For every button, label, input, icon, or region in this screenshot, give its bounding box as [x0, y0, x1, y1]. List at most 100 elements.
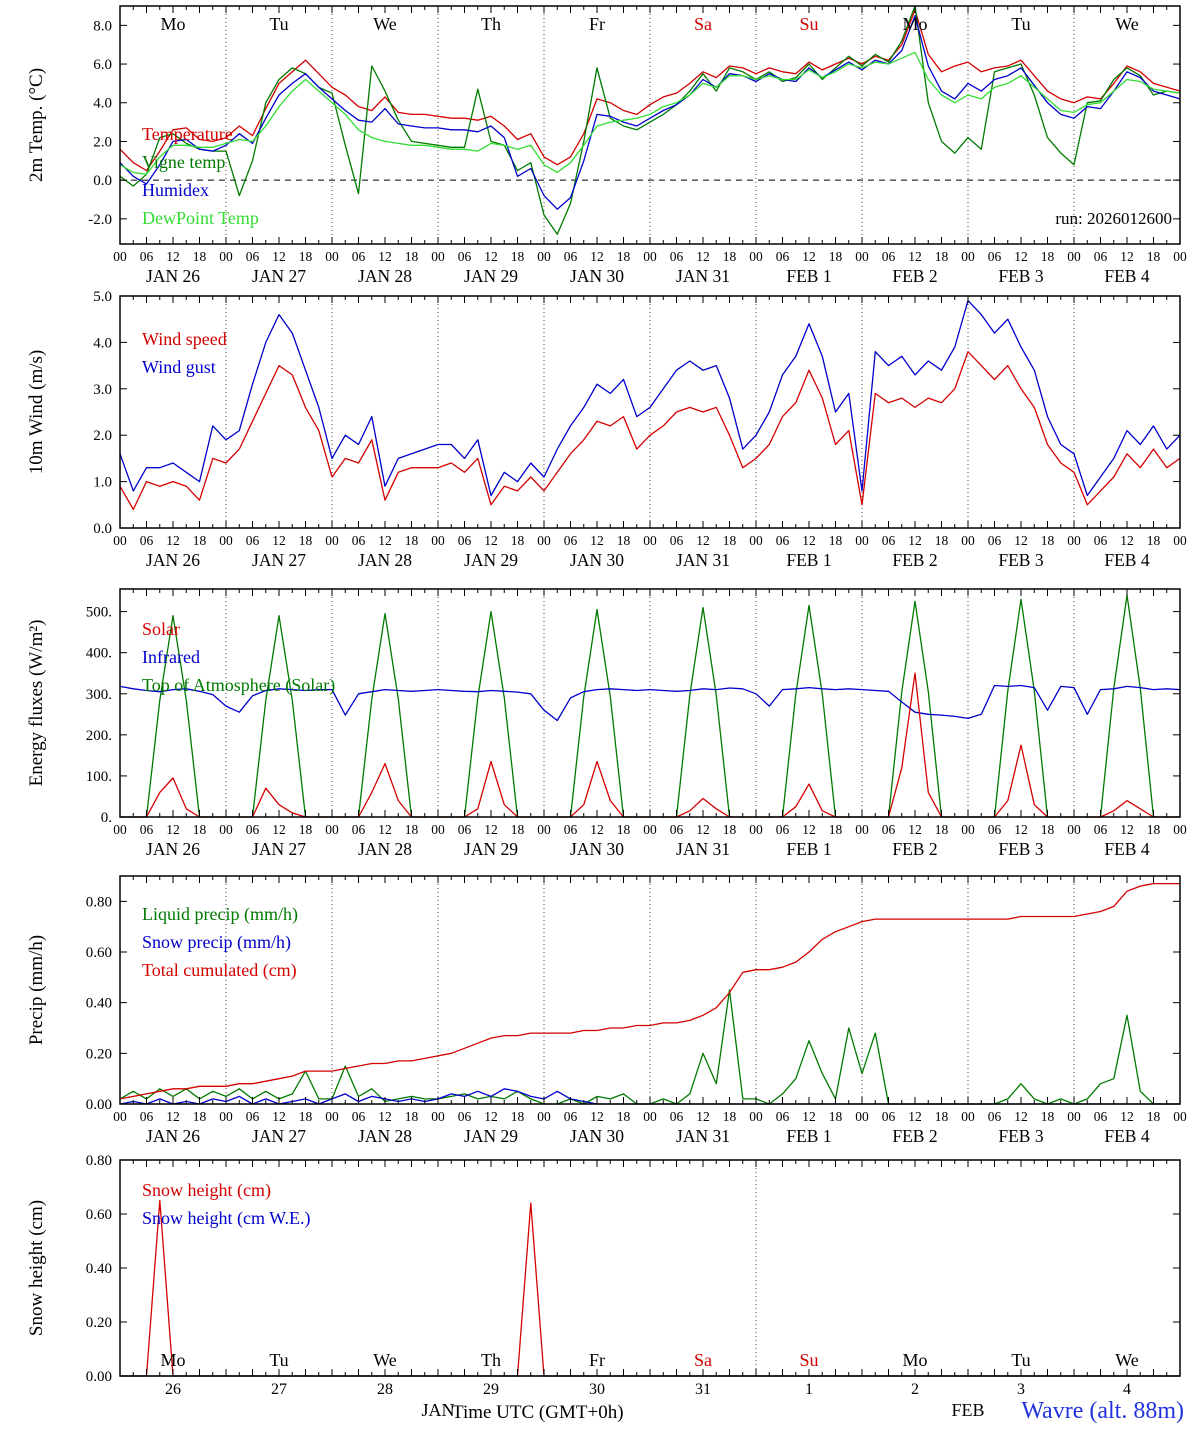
svg-text:06: 06 — [1094, 1109, 1108, 1124]
svg-text:JAN 29: JAN 29 — [464, 1126, 518, 1146]
svg-text:Tu: Tu — [269, 14, 288, 34]
svg-text:00: 00 — [643, 249, 657, 264]
svg-text:0.80: 0.80 — [86, 1153, 112, 1169]
svg-text:FEB 1: FEB 1 — [786, 1126, 831, 1146]
svg-text:12: 12 — [272, 249, 286, 264]
svg-text:06: 06 — [352, 822, 366, 837]
svg-text:12: 12 — [590, 1109, 604, 1124]
svg-text:06: 06 — [246, 249, 260, 264]
svg-text:06: 06 — [882, 822, 896, 837]
svg-text:18: 18 — [511, 249, 525, 264]
svg-text:00: 00 — [749, 1109, 763, 1124]
svg-text:00: 00 — [113, 533, 127, 548]
svg-text:00: 00 — [537, 822, 551, 837]
svg-text:JAN: JAN — [421, 1400, 454, 1420]
svg-text:Wind gust: Wind gust — [142, 357, 216, 377]
svg-text:00: 00 — [643, 1109, 657, 1124]
svg-text:1.0: 1.0 — [93, 475, 112, 491]
svg-text:4: 4 — [1123, 1381, 1131, 1398]
svg-text:06: 06 — [246, 822, 260, 837]
svg-text:00: 00 — [431, 249, 445, 264]
svg-text:18: 18 — [405, 822, 419, 837]
svg-text:Fr: Fr — [589, 14, 605, 34]
svg-text:10m Wind (m/s): 10m Wind (m/s) — [26, 350, 47, 475]
svg-text:06: 06 — [988, 533, 1002, 548]
svg-text:00: 00 — [325, 249, 339, 264]
svg-text:Th: Th — [481, 14, 501, 34]
svg-text:JAN 30: JAN 30 — [570, 550, 624, 570]
svg-text:06: 06 — [776, 822, 790, 837]
svg-text:00: 00 — [325, 1109, 339, 1124]
svg-text:00: 00 — [1173, 1109, 1187, 1124]
svg-text:00: 00 — [855, 533, 869, 548]
svg-text:18: 18 — [617, 822, 631, 837]
svg-text:JAN 26: JAN 26 — [146, 839, 200, 859]
svg-text:00: 00 — [1067, 822, 1081, 837]
svg-text:18: 18 — [1041, 249, 1055, 264]
svg-text:26: 26 — [165, 1381, 181, 1398]
svg-text:18: 18 — [1041, 533, 1055, 548]
svg-text:12: 12 — [908, 249, 922, 264]
svg-text:18: 18 — [829, 533, 843, 548]
svg-text:00: 00 — [1173, 533, 1187, 548]
svg-text:JAN 27: JAN 27 — [252, 1126, 306, 1146]
svg-text:Humidex: Humidex — [142, 180, 209, 200]
svg-text:300.: 300. — [86, 687, 112, 703]
svg-text:18: 18 — [829, 1109, 843, 1124]
svg-text:06: 06 — [882, 1109, 896, 1124]
svg-text:200.: 200. — [86, 728, 112, 744]
svg-text:12: 12 — [272, 822, 286, 837]
svg-text:0.20: 0.20 — [86, 1315, 112, 1331]
svg-text:JAN 29: JAN 29 — [464, 839, 518, 859]
svg-text:12: 12 — [908, 1109, 922, 1124]
svg-text:29: 29 — [483, 1381, 499, 1398]
svg-text:06: 06 — [246, 1109, 260, 1124]
svg-text:06: 06 — [458, 822, 472, 837]
svg-text:2: 2 — [911, 1381, 919, 1398]
svg-text:00: 00 — [113, 249, 127, 264]
svg-text:00: 00 — [961, 249, 975, 264]
svg-text:18: 18 — [829, 822, 843, 837]
svg-text:1: 1 — [805, 1381, 813, 1398]
svg-text:8.0: 8.0 — [93, 18, 112, 34]
svg-text:12: 12 — [1120, 249, 1134, 264]
svg-text:00: 00 — [855, 822, 869, 837]
svg-text:00: 00 — [537, 533, 551, 548]
svg-text:FEB 4: FEB 4 — [1104, 839, 1149, 859]
svg-text:Snow height (cm): Snow height (cm) — [142, 1180, 271, 1201]
svg-text:Top of Atmosphere (Solar): Top of Atmosphere (Solar) — [142, 675, 335, 696]
svg-text:Liquid precip (mm/h): Liquid precip (mm/h) — [142, 904, 298, 925]
svg-text:FEB 2: FEB 2 — [892, 550, 937, 570]
svg-text:Tu: Tu — [269, 1350, 288, 1370]
svg-text:06: 06 — [458, 533, 472, 548]
svg-text:06: 06 — [564, 249, 578, 264]
svg-text:06: 06 — [776, 533, 790, 548]
svg-text:18: 18 — [935, 249, 949, 264]
svg-text:Mo: Mo — [160, 14, 185, 34]
svg-text:06: 06 — [988, 822, 1002, 837]
svg-text:FEB 4: FEB 4 — [1104, 550, 1149, 570]
svg-text:06: 06 — [458, 1109, 472, 1124]
svg-text:12: 12 — [484, 533, 498, 548]
svg-text:FEB 4: FEB 4 — [1104, 1126, 1149, 1146]
svg-text:18: 18 — [1147, 533, 1161, 548]
svg-text:JAN 31: JAN 31 — [676, 839, 730, 859]
svg-text:12: 12 — [484, 822, 498, 837]
svg-text:00: 00 — [961, 1109, 975, 1124]
svg-text:0.00: 0.00 — [86, 1097, 112, 1113]
svg-text:00: 00 — [537, 249, 551, 264]
svg-text:Wind speed: Wind speed — [142, 329, 227, 349]
svg-text:18: 18 — [1041, 822, 1055, 837]
svg-text:06: 06 — [140, 249, 154, 264]
svg-text:FEB 3: FEB 3 — [998, 1126, 1043, 1146]
svg-text:18: 18 — [935, 1109, 949, 1124]
svg-text:12: 12 — [1120, 533, 1134, 548]
svg-text:06: 06 — [988, 1109, 1002, 1124]
svg-text:18: 18 — [193, 822, 207, 837]
svg-text:12: 12 — [696, 822, 710, 837]
svg-text:06: 06 — [670, 533, 684, 548]
svg-text:00: 00 — [855, 1109, 869, 1124]
svg-text:06: 06 — [988, 249, 1002, 264]
svg-text:00: 00 — [219, 533, 233, 548]
